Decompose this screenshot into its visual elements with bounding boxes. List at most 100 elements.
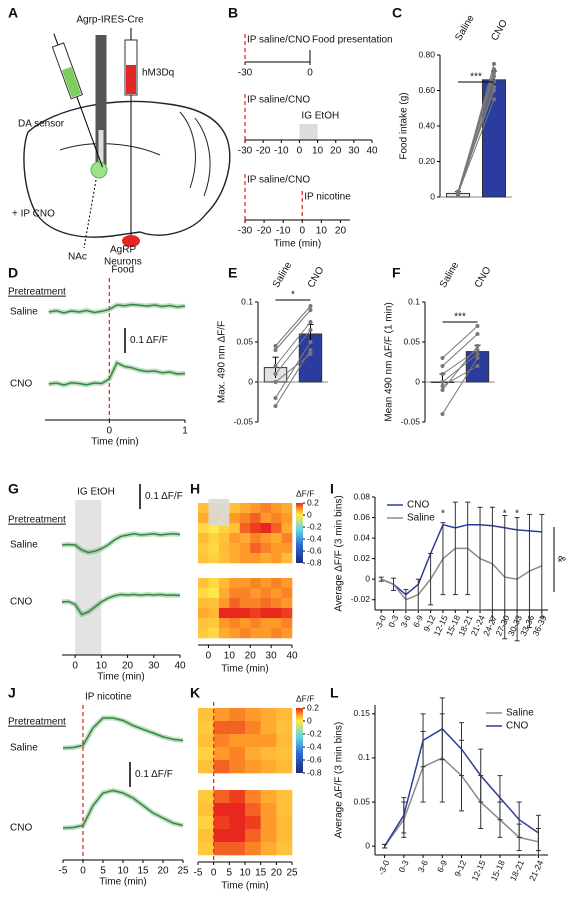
heat-cell xyxy=(198,708,214,722)
pair-dot xyxy=(308,320,313,324)
panel-label: L xyxy=(330,685,339,701)
panel-label: E xyxy=(228,265,237,281)
heat-cell xyxy=(281,513,293,524)
annotation: * xyxy=(503,509,507,520)
legend-label: CNO xyxy=(407,500,429,511)
heat-cell xyxy=(213,747,230,761)
heat-cell xyxy=(229,760,246,774)
y-axis-label: Mean 490 nm ΔF/F (1 min) xyxy=(384,302,395,422)
heat-cell xyxy=(260,608,272,619)
heat-cell xyxy=(229,533,241,544)
heat-cell xyxy=(276,708,293,722)
x-tick-label: -20 xyxy=(257,226,272,237)
pair-dot xyxy=(273,364,278,368)
x-tick-label: 20 xyxy=(335,226,347,237)
heat-cell xyxy=(208,533,220,544)
heat-cell xyxy=(239,618,251,629)
x-tick-label: 30 xyxy=(348,146,360,157)
heat-cell xyxy=(245,734,261,748)
heat-cell xyxy=(198,588,209,599)
pair-line xyxy=(442,349,478,375)
y-axis-label: Max. 490 nm ΔF/F xyxy=(217,321,228,403)
side-mark: & xyxy=(555,556,566,563)
pair-line xyxy=(275,341,311,399)
colorbar-tick-label: -0.4 xyxy=(307,741,322,751)
x-tick-label: -30 xyxy=(238,226,253,237)
x-tick-label: -5 xyxy=(194,868,203,879)
category-label: Saline xyxy=(271,260,295,290)
heat-cell xyxy=(198,578,209,589)
heat-cell xyxy=(229,842,246,856)
legend-label: Saline xyxy=(506,708,534,719)
y-tick-label: 0.15 xyxy=(353,708,370,718)
heat-cell xyxy=(198,618,209,629)
heat-cell xyxy=(260,553,272,564)
x-tick-label: 15 xyxy=(137,866,149,877)
heat-cell xyxy=(218,543,230,554)
x-tick-label: 0 xyxy=(299,226,305,237)
x-tick-label: 10 xyxy=(96,661,108,672)
x-tick-label: -30 xyxy=(238,146,253,157)
pair-dot xyxy=(308,328,313,332)
event-label: IP saline/CNO xyxy=(247,95,310,106)
colorbar-tick-label: 0.2 xyxy=(307,702,319,712)
y-tick-label: -0.05 xyxy=(234,416,254,426)
heat-cell xyxy=(239,523,251,534)
heat-cell xyxy=(276,803,293,817)
heat-cell xyxy=(229,578,241,589)
y-tick-label: -0.05 xyxy=(401,416,421,426)
x-axis-label: Time (min) xyxy=(97,672,144,683)
heat-cell xyxy=(245,816,261,830)
y-tick-label: 0.80 xyxy=(418,49,435,59)
heat-cell xyxy=(198,816,214,830)
y-tick-label: 0.05 xyxy=(403,336,420,346)
event-label: Food presentation xyxy=(312,35,393,46)
y-tick-label: 0.05 xyxy=(353,796,370,806)
brain-outline xyxy=(23,100,231,238)
x-tick-label: -30 xyxy=(238,68,253,79)
pair-dot xyxy=(492,61,496,66)
heat-cell xyxy=(260,816,277,830)
panel-label: C xyxy=(392,5,402,21)
x-tick-label: 3-6 xyxy=(398,613,412,629)
heat-cell xyxy=(281,543,293,554)
event-label: IG EtOH xyxy=(77,487,115,498)
heat-cell xyxy=(260,628,272,639)
pair-dot xyxy=(308,352,313,356)
colorbar-title: ΔF/F xyxy=(296,693,314,703)
arc-site xyxy=(122,235,140,247)
y-tick-label: 0.40 xyxy=(418,120,435,130)
heat-cell xyxy=(281,523,293,534)
heat-cell xyxy=(276,842,293,856)
heat-cell xyxy=(198,734,214,748)
pair-dot xyxy=(492,74,496,79)
heat-cell xyxy=(208,523,220,534)
heat-cell xyxy=(271,588,282,599)
series-label: CNO xyxy=(10,597,32,608)
significance: *** xyxy=(454,312,466,323)
panel-label: D xyxy=(8,265,18,281)
nac-site xyxy=(90,161,108,179)
syringe-right xyxy=(124,28,138,238)
category-label: CNO xyxy=(473,265,494,290)
heat-cell xyxy=(245,790,261,804)
trace xyxy=(62,789,184,829)
heat-cell xyxy=(281,578,293,589)
colorbar-tick-label: -0.6 xyxy=(307,545,322,555)
heat-cell xyxy=(208,618,220,629)
heat-cell xyxy=(250,503,261,514)
pair-dot xyxy=(273,348,278,352)
y-tick-label: 0.05 xyxy=(236,336,253,346)
sensor-label: DA sensor xyxy=(18,119,65,130)
heat-cell xyxy=(260,513,272,524)
heat-cell xyxy=(281,503,293,514)
y-tick-label: 0.06 xyxy=(353,512,370,522)
brain-fold xyxy=(59,111,211,197)
y-tick-label: 0 xyxy=(365,840,370,850)
trace-band xyxy=(62,715,184,751)
panel-label: H xyxy=(190,481,200,497)
pair-line xyxy=(275,305,311,347)
heat-cell xyxy=(218,628,230,639)
heat-cell xyxy=(260,578,272,589)
heat-cell xyxy=(276,829,293,843)
